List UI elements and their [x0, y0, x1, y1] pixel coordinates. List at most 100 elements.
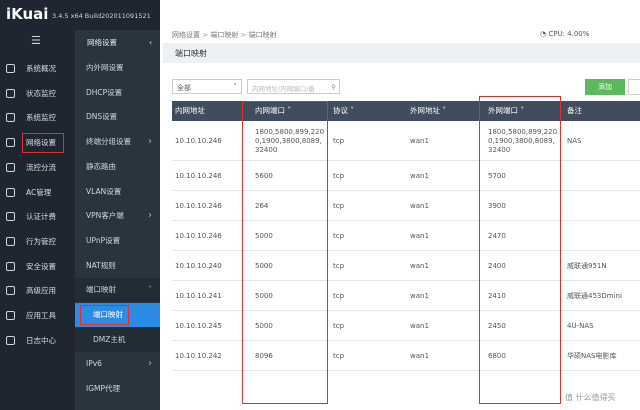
table-cell: 5700: [488, 171, 506, 180]
highlight-box: [242, 101, 328, 404]
sub-menu-item[interactable]: UPnP设置: [86, 235, 121, 245]
table-cell: 5000: [255, 291, 273, 300]
table-cell: 10.10.10.240: [175, 261, 222, 270]
column-header[interactable]: 外网地址: [410, 101, 446, 121]
table-row: [172, 221, 640, 251]
sub-menu-item[interactable]: 端口映射: [75, 278, 160, 303]
main-menu-item[interactable]: 安全设置: [0, 255, 75, 279]
more-button[interactable]: [628, 79, 640, 95]
sub-menu-item[interactable]: VLAN设置: [86, 186, 122, 196]
sub-menu-item[interactable]: NAT规则: [86, 260, 116, 270]
table-cell: 10.10.10.246: [175, 136, 222, 145]
watermark: 值 什么值得买: [565, 393, 616, 402]
table-cell: 威联通453Dmini: [567, 291, 622, 300]
table-cell: 5600: [255, 171, 273, 180]
table-cell: 5000: [255, 261, 273, 270]
table-cell: 1800,5800,899,2200,1900,3800,8089,32400: [255, 127, 325, 154]
table-cell: 10.10.10.246: [175, 201, 222, 210]
table-cell: 10.10.10.246: [175, 171, 222, 180]
filter-text: 全部: [177, 84, 191, 92]
table-cell: wan1: [410, 351, 429, 360]
table-cell: 2410: [488, 291, 506, 300]
table-row: [172, 251, 640, 281]
filter-select[interactable]: 全部 ˅: [172, 79, 242, 94]
add-button[interactable]: 添加: [585, 79, 625, 95]
table-cell: tcp: [333, 291, 345, 300]
sub-menu-item[interactable]: 内外网设置: [86, 63, 124, 72]
sub-menu-item[interactable]: 终端分组设置: [75, 130, 160, 154]
version: 3.4.5 x64 Build202011091521: [52, 12, 151, 20]
sub-menu-item[interactable]: IGMP代理: [86, 384, 121, 394]
sub-menu-item[interactable]: VPN客户端: [75, 204, 160, 228]
breadcrumb-item[interactable]: 端口映射: [200, 31, 238, 39]
table-cell: 1800,5800,899,2200,1900,3800,8089,32400: [488, 127, 558, 154]
menu-icon: [6, 138, 15, 148]
table-cell: 8096: [255, 351, 273, 360]
table-cell: wan1: [410, 321, 429, 330]
table-cell: 6800: [488, 351, 506, 360]
table-cell: [567, 221, 640, 251]
sub-menu-item[interactable]: IPv6: [75, 352, 160, 376]
table-cell: 10.10.10.245: [175, 321, 222, 330]
main-menu-item[interactable]: 网络设置: [0, 131, 75, 155]
table-cell: wan1: [410, 201, 429, 210]
column-header: 备注: [567, 106, 582, 115]
breadcrumb-item[interactable]: 端口映射: [238, 31, 276, 39]
menu-label: AC管理: [26, 187, 52, 197]
breadcrumb-item[interactable]: 网络设置: [172, 31, 200, 39]
main-menu-item[interactable]: 日志中心: [0, 329, 75, 353]
sub-menu-item[interactable]: 静态路由: [86, 161, 116, 171]
menu-label: 系统监控: [26, 113, 56, 123]
table-cell: 威联通951N: [567, 261, 607, 270]
breadcrumb: 网络设置端口映射端口映射: [172, 30, 277, 40]
main-menu-item[interactable]: 状态监控: [0, 82, 75, 106]
table-row: [172, 191, 640, 221]
menu-icon: [6, 64, 15, 73]
search-input[interactable]: 内网地址/内网端口/备 ⚲: [247, 79, 340, 94]
main-menu-item[interactable]: 流控分流: [0, 156, 75, 180]
main-menu-item[interactable]: 高级应用: [0, 279, 75, 303]
main-menu-item[interactable]: 应用工具: [0, 304, 75, 328]
menu-label: 系统概况: [26, 64, 56, 73]
sub-menu-item[interactable]: 端口映射: [75, 303, 160, 327]
table-cell: 10.10.10.246: [175, 231, 222, 240]
table-cell: 5000: [255, 231, 273, 240]
table-cell: 2470: [488, 231, 506, 240]
menu-toggle[interactable]: ☰: [31, 34, 41, 47]
main-menu-item[interactable]: 行为管控: [0, 230, 75, 254]
column-header[interactable]: 协议: [333, 101, 354, 121]
menu-icon: [6, 187, 15, 197]
menu-icon: [6, 286, 15, 296]
logo: iKuai: [6, 5, 49, 23]
table-cell: 华硕NAS电影库: [567, 351, 617, 360]
table-cell: wan1: [410, 136, 429, 145]
column-header[interactable]: 内网端口: [255, 101, 291, 121]
menu-label: 行为管控: [26, 236, 56, 246]
cpu-text: CPU: 4.00%: [548, 30, 590, 38]
menu-icon: [6, 162, 15, 172]
sub-menu-item[interactable]: DHCP设置: [86, 87, 123, 97]
table-row: [172, 341, 640, 371]
sub-menu-title-text: 网络设置: [87, 38, 117, 47]
menu-label: 高级应用: [26, 286, 56, 296]
tab[interactable]: 端口映射: [175, 49, 207, 58]
column-header[interactable]: 外网端口: [488, 101, 524, 121]
table-cell: wan1: [410, 171, 429, 180]
sub-menu-item[interactable]: DMZ主机: [75, 327, 160, 352]
table-cell: [567, 161, 640, 191]
menu-icon: [6, 113, 15, 123]
menu-icon: [6, 212, 15, 222]
table-row: [172, 161, 640, 191]
table-cell: 10.10.10.241: [175, 291, 222, 300]
main-menu-item[interactable]: AC管理: [0, 181, 75, 205]
sub-menu-item[interactable]: DNS设置: [86, 112, 118, 122]
highlight-box: [22, 133, 64, 153]
main-menu-item[interactable]: 认证计费: [0, 205, 75, 229]
menu-label: 状态监控: [26, 88, 56, 98]
menu-icon: [6, 311, 15, 320]
table-row: [172, 121, 640, 161]
sub-menu-title: 网络设置 ‹: [87, 38, 152, 47]
main-menu-item[interactable]: 系统概况: [0, 57, 75, 81]
main-menu-item[interactable]: 系统监控: [0, 106, 75, 130]
menu-label: 安全设置: [26, 261, 56, 271]
